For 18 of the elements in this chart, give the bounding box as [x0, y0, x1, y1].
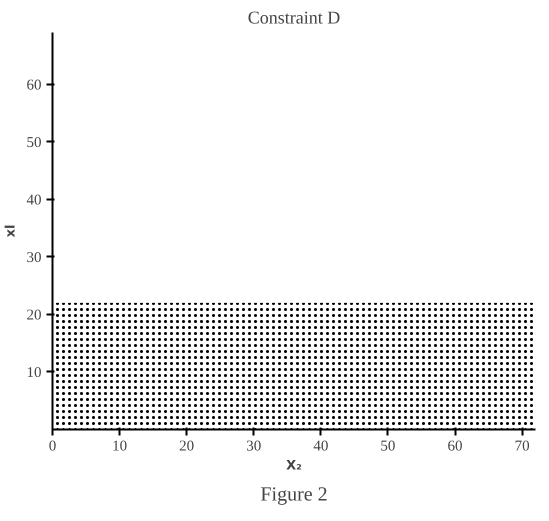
x-tick-label: 20	[179, 438, 194, 454]
y-tick-label: 10	[26, 364, 42, 381]
x-tick-label: 30	[246, 438, 262, 454]
y-tick-label: 30	[26, 250, 42, 266]
y-tick-label: 60	[26, 77, 42, 94]
x-tick-label: 0	[48, 438, 56, 454]
x-tick-label: 70	[514, 438, 530, 454]
y-tick-label: 40	[26, 192, 42, 208]
x-axis-title: X₂	[286, 458, 302, 474]
y-tick-label: 20	[26, 307, 42, 324]
x-tick-label: 40	[313, 438, 328, 454]
y-axis-title: xl	[4, 224, 18, 238]
chart-title: Constraint D	[248, 8, 340, 28]
x-tick-label: 10	[112, 438, 128, 454]
y-tick-label: 50	[26, 134, 42, 151]
x-tick-label: 50	[380, 438, 396, 454]
x-tick-label: 60	[448, 438, 462, 454]
caption: Figure 2	[260, 484, 328, 506]
